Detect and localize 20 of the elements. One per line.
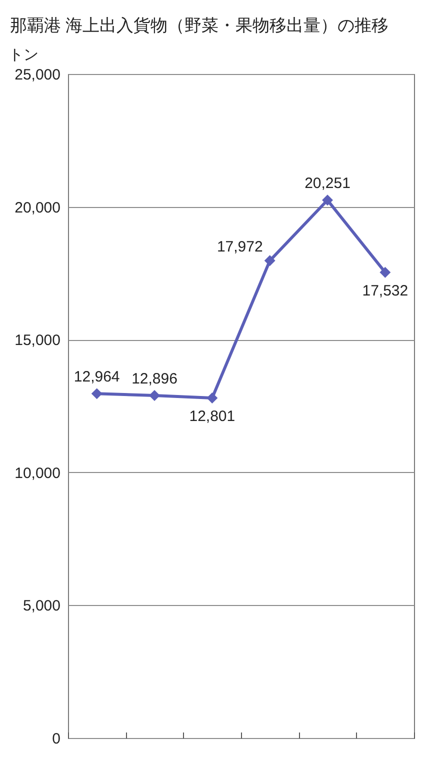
y-tick-label: 20,000 [14, 199, 60, 216]
y-tick-label: 25,000 [14, 66, 60, 84]
y-tick-label: 15,000 [14, 332, 60, 350]
point [206, 392, 218, 404]
y-tick-label: 5,000 [22, 598, 60, 615]
data-label: 20,251 [304, 175, 350, 192]
chart-title: 那覇港 海上出入貨物（野菜・果物移出量）の推移 [10, 16, 389, 35]
y-axis-title: トン [8, 46, 38, 64]
point [264, 255, 276, 266]
data-label: 17,532 [362, 282, 408, 300]
data-label: 12,896 [132, 370, 178, 388]
point [380, 266, 391, 278]
point [91, 388, 102, 400]
data-label: 12,801 [189, 408, 236, 426]
point [149, 390, 160, 401]
y-tick-label: 0 [52, 730, 60, 748]
data-label: 17,972 [216, 238, 263, 256]
y-tick-label: 10,000 [14, 464, 60, 482]
point [322, 194, 333, 206]
data-label: 12,964 [74, 368, 120, 386]
